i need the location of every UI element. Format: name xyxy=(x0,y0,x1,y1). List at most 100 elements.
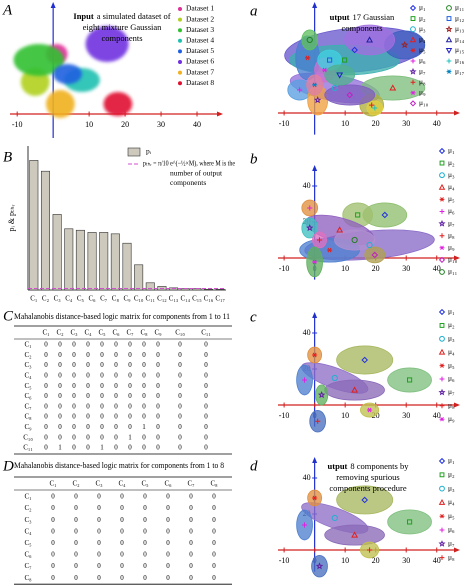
cell: 0 xyxy=(120,574,124,582)
x-tick-label: -10 xyxy=(279,411,290,420)
legend-marker xyxy=(439,245,445,251)
component-mean xyxy=(297,87,303,93)
cell: 0 xyxy=(178,341,182,349)
title-text: 17 Gaussian xyxy=(353,12,396,22)
legend-marker xyxy=(438,147,446,155)
cell: 0 xyxy=(128,361,132,369)
legend-label: μ₉ xyxy=(448,243,455,252)
cell: 0 xyxy=(178,413,182,421)
cell: 0 xyxy=(166,562,170,570)
legend-label: μ₃ xyxy=(448,483,455,492)
legend-label: components xyxy=(170,178,206,187)
legend-marker xyxy=(439,363,445,368)
legend-marker xyxy=(439,197,445,202)
panel-label: B xyxy=(3,149,12,165)
cell: 0 xyxy=(128,392,132,400)
x-tick-label: 30 xyxy=(402,264,410,273)
legend-marker xyxy=(438,498,446,505)
component-mean xyxy=(366,547,373,553)
cell: 1 xyxy=(58,444,62,452)
panel-title: removing spurious xyxy=(336,472,400,482)
column-header: C₉ xyxy=(154,329,162,337)
legend-label: μ₂ xyxy=(448,470,455,479)
bar xyxy=(110,233,120,291)
component-mean xyxy=(366,36,374,43)
cell: 0 xyxy=(120,516,124,524)
legend-label: μ₅ xyxy=(448,511,455,520)
cell: 0 xyxy=(100,413,104,421)
legend-label: μ₁₁ xyxy=(455,3,465,12)
x-tick-label: C₁₆ xyxy=(204,295,214,303)
cell: 0 xyxy=(178,423,182,431)
cell: 0 xyxy=(142,361,146,369)
y-axis-arrow xyxy=(312,312,318,318)
cell: 0 xyxy=(204,392,208,400)
x-tick-label: -10 xyxy=(279,119,290,128)
cell: 0 xyxy=(72,382,76,390)
title-bold: utput xyxy=(330,12,350,22)
cell: 0 xyxy=(142,392,146,400)
bar xyxy=(29,160,39,291)
cell: 0 xyxy=(212,504,216,512)
row-header: C₄ xyxy=(24,527,32,535)
title-text: components xyxy=(341,23,382,33)
x-axis-arrow xyxy=(454,110,460,116)
cell: 0 xyxy=(97,551,101,559)
panel-title: components xyxy=(101,33,142,43)
data-cloud xyxy=(13,44,64,76)
component-mean xyxy=(336,72,344,79)
component-ellipse xyxy=(387,509,432,535)
legend-label: pᵢ xyxy=(146,147,152,156)
legend-marker xyxy=(409,67,417,75)
cell: 1 xyxy=(128,433,132,441)
y-axis-arrow xyxy=(50,2,56,8)
title-text: components xyxy=(101,33,142,43)
legend-marker xyxy=(439,322,445,328)
legend-label: μ₁₃ xyxy=(455,24,465,33)
legend-label: μ₆ xyxy=(419,56,426,65)
legend-marker xyxy=(446,5,452,11)
component-mean xyxy=(346,91,354,99)
cell: 0 xyxy=(44,351,48,359)
component-mean xyxy=(327,57,333,63)
legend-dot xyxy=(178,38,182,43)
panel-label: C xyxy=(3,308,14,324)
cell: 0 xyxy=(51,574,55,582)
row-header: C₂ xyxy=(24,351,32,359)
row-header: C₁ xyxy=(24,341,31,349)
cell: 0 xyxy=(204,361,208,369)
cell: 0 xyxy=(189,574,193,582)
cell: 0 xyxy=(143,551,147,559)
x-tick-label: C₉ xyxy=(123,295,131,303)
cell: 0 xyxy=(100,392,104,400)
cell: 0 xyxy=(100,372,104,380)
table-title: Mahalanobis distance-based logic matrix … xyxy=(14,311,230,321)
legend-label: μ₃ xyxy=(448,170,455,179)
legend-label: μ₁₁ xyxy=(448,267,458,276)
cell: 0 xyxy=(204,351,208,359)
cell: 0 xyxy=(58,341,62,349)
panel-title: utput 8 components by xyxy=(328,461,410,471)
cell: 0 xyxy=(120,539,124,547)
cell: 0 xyxy=(114,402,118,410)
row-header: C₈ xyxy=(24,413,32,421)
cell: 0 xyxy=(204,413,208,421)
x-tick-label: C₆ xyxy=(89,295,97,303)
legend-label: number of output xyxy=(170,169,223,178)
cell: 0 xyxy=(44,444,48,452)
x-tick-label: C₈ xyxy=(112,295,120,303)
cell: 0 xyxy=(100,351,104,359)
legend-label: μ₇ xyxy=(448,387,455,396)
cell: 0 xyxy=(74,562,78,570)
cell: 0 xyxy=(97,562,101,570)
legend-marker xyxy=(439,160,445,166)
component-ellipse xyxy=(301,29,319,51)
legend-label: Dataset 2 xyxy=(186,14,214,23)
y-tick-label: 40 xyxy=(303,181,311,190)
legend-label: μ₄ xyxy=(419,35,426,44)
title-text: eight mixture Gaussian xyxy=(83,22,163,32)
column-header: C₁ xyxy=(42,329,49,337)
cell: 0 xyxy=(97,504,101,512)
column-header: C₇ xyxy=(126,329,134,337)
x-axis-arrow xyxy=(454,547,460,553)
